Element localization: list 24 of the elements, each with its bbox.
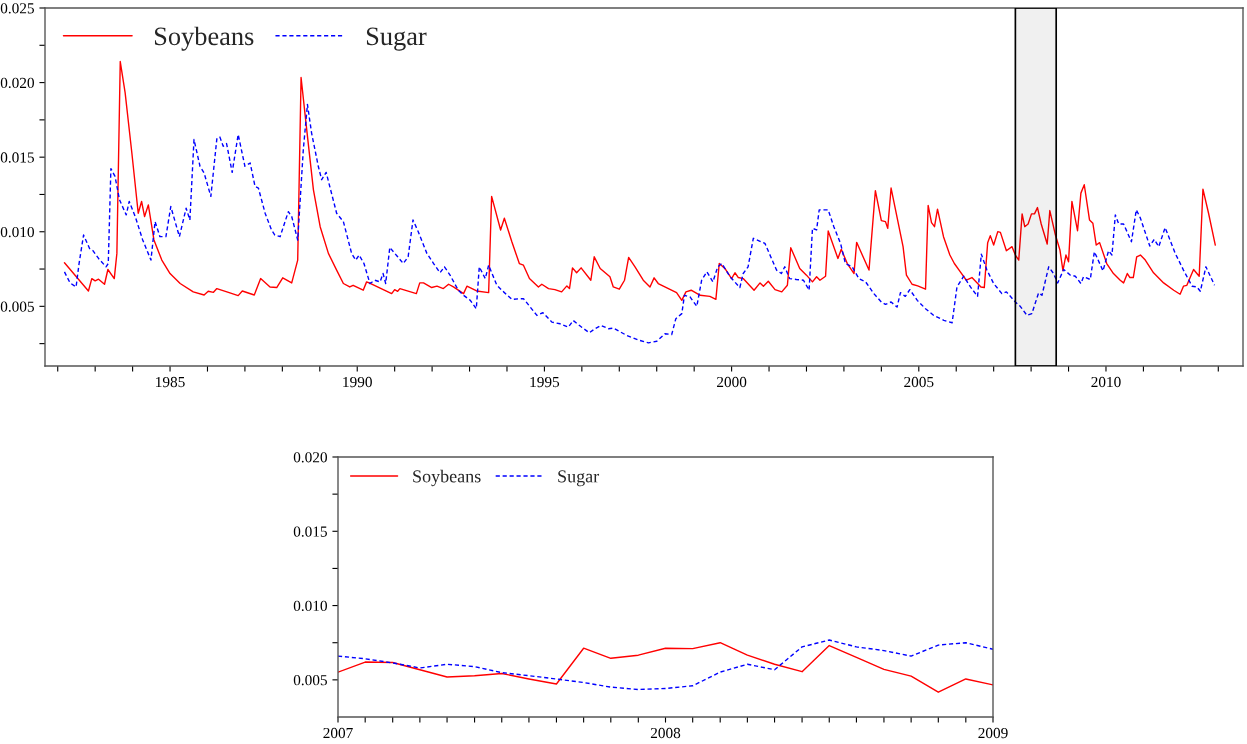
x-tick-label: 2005 [904, 376, 934, 388]
x-tick-label: 2010 [1091, 376, 1121, 388]
line-series [63, 103, 1216, 344]
x-tick-label: 2000 [717, 376, 747, 388]
y-tick-label: 0.015 [293, 526, 327, 537]
y-tick-label: 0.020 [293, 452, 327, 463]
x-tick-label: 2007 [323, 727, 353, 739]
legend-label: Soybeans [154, 26, 254, 51]
legend-label: Sugar [558, 470, 600, 487]
y-tick-label: 0.025 [0, 3, 34, 14]
y-tick-label: 0.015 [0, 152, 34, 163]
x-tick-label: 1985 [156, 376, 185, 388]
y-tick-label: 0.005 [293, 675, 327, 686]
x-tick-label: 1995 [530, 376, 560, 388]
y-tick-label: 0.010 [293, 600, 327, 612]
y-tick-label: 0.005 [0, 301, 34, 312]
legend-label: Sugar [366, 27, 427, 51]
x-tick-label: 1990 [343, 376, 372, 388]
x-tick-label: 2009 [978, 727, 1008, 739]
x-tick-label: 2008 [650, 727, 681, 739]
y-tick-label: 0.010 [0, 226, 34, 238]
line-series [63, 60, 1216, 302]
legend-label: Soybeans [413, 469, 481, 487]
y-tick-label: 0.020 [0, 77, 34, 89]
